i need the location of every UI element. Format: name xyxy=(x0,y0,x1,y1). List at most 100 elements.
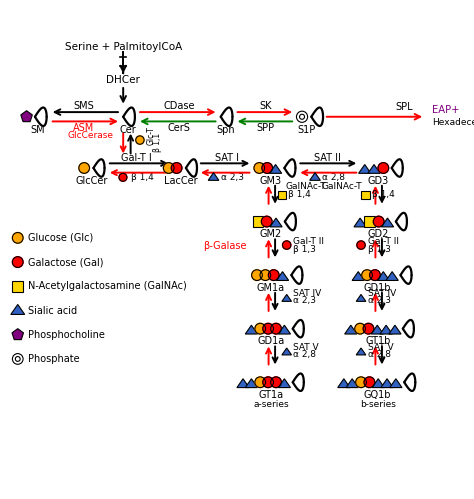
Circle shape xyxy=(136,136,144,144)
Polygon shape xyxy=(352,271,365,280)
Polygon shape xyxy=(282,348,292,355)
Text: GM2: GM2 xyxy=(260,229,282,239)
Text: GM1a: GM1a xyxy=(257,283,285,293)
Text: β 1,4: β 1,4 xyxy=(288,190,311,199)
Text: α 2,8: α 2,8 xyxy=(367,350,391,359)
Polygon shape xyxy=(381,379,393,388)
Polygon shape xyxy=(368,165,380,173)
Circle shape xyxy=(252,270,262,280)
Text: β-Galase: β-Galase xyxy=(203,241,246,251)
Circle shape xyxy=(271,323,282,334)
Circle shape xyxy=(254,163,264,173)
Text: SAT I: SAT I xyxy=(215,153,238,163)
Circle shape xyxy=(12,354,23,364)
Polygon shape xyxy=(208,173,219,180)
Text: GalNAc-T: GalNAc-T xyxy=(286,182,327,191)
Polygon shape xyxy=(390,379,402,388)
Text: Phosphocholine: Phosphocholine xyxy=(28,330,105,340)
Text: GD1b: GD1b xyxy=(364,283,392,293)
Text: N-Acetylgalactosamine (GalNAc): N-Acetylgalactosamine (GalNAc) xyxy=(28,281,187,291)
Bar xyxy=(362,191,370,199)
Text: Galactose (Gal): Galactose (Gal) xyxy=(28,257,103,267)
Polygon shape xyxy=(372,379,384,388)
Polygon shape xyxy=(270,218,282,227)
Text: SM: SM xyxy=(30,125,45,135)
Text: α 2,3: α 2,3 xyxy=(367,296,391,305)
Text: b-series: b-series xyxy=(360,400,396,409)
Text: GT1b: GT1b xyxy=(365,336,391,346)
Circle shape xyxy=(374,216,384,227)
Text: α 2,3: α 2,3 xyxy=(293,296,316,305)
Circle shape xyxy=(370,270,380,280)
Circle shape xyxy=(261,216,272,227)
Text: Gal-T II: Gal-T II xyxy=(293,237,324,246)
Polygon shape xyxy=(359,165,371,173)
Text: GM3: GM3 xyxy=(260,176,282,186)
Circle shape xyxy=(283,241,291,250)
Polygon shape xyxy=(237,379,249,388)
Text: SAT IV: SAT IV xyxy=(367,289,396,298)
Text: Glc-T: Glc-T xyxy=(146,126,155,145)
Circle shape xyxy=(262,163,273,173)
Text: EAP+: EAP+ xyxy=(432,105,460,115)
Polygon shape xyxy=(380,325,392,334)
Polygon shape xyxy=(310,173,320,180)
Circle shape xyxy=(79,163,90,173)
Text: GD1a: GD1a xyxy=(257,336,284,346)
Text: β 1,3: β 1,3 xyxy=(367,245,391,254)
Circle shape xyxy=(12,233,23,243)
Polygon shape xyxy=(386,271,398,280)
Circle shape xyxy=(255,377,265,388)
Text: Serine + PalmitoylCoA: Serine + PalmitoylCoA xyxy=(64,42,182,52)
Text: β 1,1: β 1,1 xyxy=(153,133,162,152)
Polygon shape xyxy=(356,294,366,301)
Circle shape xyxy=(171,163,182,173)
Circle shape xyxy=(355,323,365,334)
Polygon shape xyxy=(276,271,289,280)
Text: LacCer: LacCer xyxy=(164,176,198,186)
Polygon shape xyxy=(245,379,257,388)
Polygon shape xyxy=(337,379,350,388)
Text: SMS: SMS xyxy=(73,101,94,111)
Bar xyxy=(278,191,286,199)
Circle shape xyxy=(12,256,23,267)
Circle shape xyxy=(271,377,282,388)
Text: GlcCerase: GlcCerase xyxy=(68,131,114,140)
Bar xyxy=(253,216,263,227)
Circle shape xyxy=(119,173,127,181)
Text: SAT V: SAT V xyxy=(367,343,393,352)
Circle shape xyxy=(363,323,374,334)
Circle shape xyxy=(378,163,389,173)
Polygon shape xyxy=(12,329,24,340)
Circle shape xyxy=(260,270,271,280)
Circle shape xyxy=(255,323,265,334)
Polygon shape xyxy=(345,325,357,334)
Text: SPP: SPP xyxy=(257,123,275,133)
Text: SAT II: SAT II xyxy=(314,153,341,163)
Text: GD2: GD2 xyxy=(367,229,388,239)
Polygon shape xyxy=(354,218,366,227)
Text: β 1,4: β 1,4 xyxy=(131,173,154,182)
Text: DHCer: DHCer xyxy=(106,74,140,84)
Text: α 2,3: α 2,3 xyxy=(221,173,244,182)
Text: SAT IV: SAT IV xyxy=(293,289,321,298)
Circle shape xyxy=(300,114,304,119)
Text: S1P: S1P xyxy=(298,125,316,135)
Polygon shape xyxy=(356,348,366,355)
Text: GalNAc-T: GalNAc-T xyxy=(322,182,363,191)
Text: SAT V: SAT V xyxy=(293,343,319,352)
Circle shape xyxy=(364,377,375,388)
Circle shape xyxy=(164,163,174,173)
Circle shape xyxy=(263,377,273,388)
Text: Sialic acid: Sialic acid xyxy=(28,305,77,315)
Text: Cer: Cer xyxy=(119,125,136,135)
Text: a-series: a-series xyxy=(253,400,289,409)
Circle shape xyxy=(362,270,373,280)
Text: Gal-T I: Gal-T I xyxy=(120,153,151,163)
Polygon shape xyxy=(11,304,25,314)
Text: CerS: CerS xyxy=(167,123,191,133)
Circle shape xyxy=(263,323,273,334)
Bar xyxy=(364,216,375,227)
Text: Glucose (Glc): Glucose (Glc) xyxy=(28,233,93,243)
Text: Sph: Sph xyxy=(216,125,235,135)
